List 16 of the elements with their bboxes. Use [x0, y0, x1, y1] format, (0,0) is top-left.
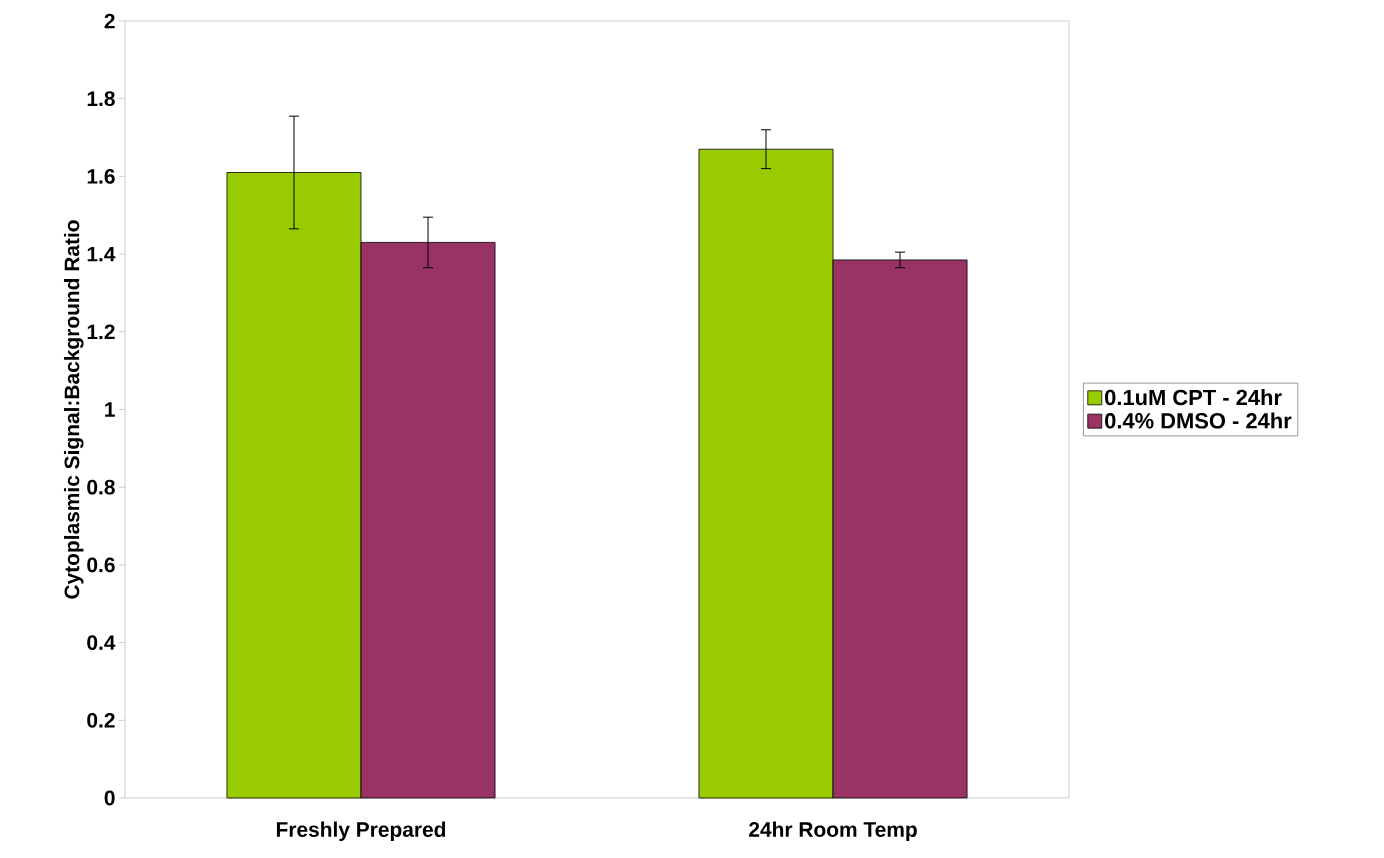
y-tick-label: 1	[105, 402, 115, 417]
y-tick-label: 0.8	[87, 479, 115, 495]
y-tick-label: 1.8	[87, 91, 115, 107]
y-tick-label: 0.6	[87, 557, 115, 573]
y-tick-label: 0.2	[87, 712, 115, 728]
y-axis-title: Cytoplasmic Signal:Background Ratio	[63, 220, 84, 599]
y-tick-label: 1.4	[87, 246, 116, 262]
y-tick-label: 1.2	[87, 324, 115, 340]
x-tick-label: Freshly Prepared	[276, 821, 446, 842]
y-tick-label: 1.6	[87, 168, 115, 184]
y-tick-label: 2	[104, 13, 115, 29]
y-tick-label: 0.4	[87, 635, 116, 650]
y-tick-label: 0	[104, 790, 115, 806]
x-tick-label: 24hr Room Temp	[749, 821, 917, 842]
legend-label: 0.4% DMSO - 24hr	[1105, 412, 1292, 429]
legend-label: 0.1uM CPT - 24hr	[1105, 389, 1282, 406]
